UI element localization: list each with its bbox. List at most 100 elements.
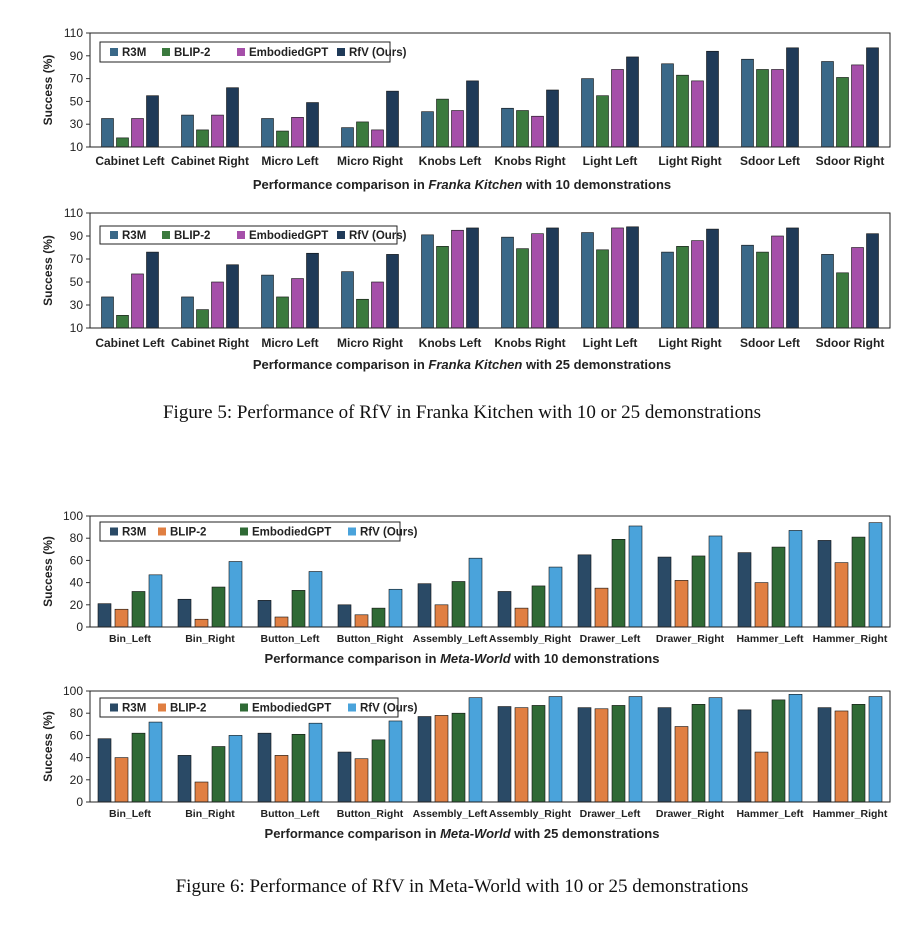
bar [274,616,289,628]
bar [371,739,386,803]
bar [611,705,626,803]
bar [114,608,129,628]
legend-label: R3M [122,47,146,59]
bar [337,751,352,803]
kitchen-25-xlabel: Performance comparison in Franka Kitchen… [252,357,672,372]
legend-box [99,225,398,245]
bar [626,226,639,329]
legend-swatch [162,48,170,56]
legend-swatch [158,703,166,712]
y-axis-label: Success (%) [41,536,55,607]
y-tick-label: 60 [70,553,84,567]
category-label: Cabinet Left [95,154,164,168]
bar [116,137,129,148]
bar [337,604,352,628]
bar [596,249,609,329]
legend-swatch [240,703,248,712]
figure-6-caption: Figure 6: Performance of RfV in Meta-Wor… [175,876,749,897]
legend-swatch [162,231,170,239]
bar [131,591,146,628]
bar [257,732,272,803]
bar [371,607,386,628]
bar [771,69,784,148]
category-label: Drawer_Right [656,633,725,645]
category-label: Cabinet Right [171,154,249,168]
bar [131,118,144,148]
bar [754,582,769,628]
bar [148,574,163,628]
category-label: Sdoor Right [816,336,885,350]
y-tick-label: 110 [64,206,83,220]
legend-label: EmbodiedGPT [249,230,328,242]
bar [211,281,224,329]
category-label: Bin_Right [185,808,235,820]
bar [834,710,849,803]
y-tick-label: 40 [70,576,84,590]
bar [577,707,592,803]
bar [261,274,274,329]
bar [308,722,323,803]
bar [657,556,672,628]
bar [181,296,194,329]
legend-label: BLIP-2 [174,230,210,242]
bar [388,588,403,628]
bar [611,69,624,148]
bar [131,732,146,803]
legend-label: BLIP-2 [170,703,206,715]
bar [451,581,466,628]
bar [674,580,689,628]
bar [756,251,769,329]
legend-label: RfV (Ours) [349,47,407,59]
bar [514,707,529,803]
legend-label: EmbodiedGPT [249,47,328,59]
bar [836,77,849,148]
bar [676,74,689,148]
bar [354,758,369,803]
legend-swatch [348,527,356,536]
bar [308,571,323,628]
y-tick-label: 20 [70,598,84,612]
category-label: Hammer_Right [813,633,888,645]
bar [101,118,114,148]
bar [754,751,769,803]
bar [737,552,752,628]
kitchen-10-plot: 10 30 50 70 90 110 Success (%) Cabinet Left Cabi… [41,26,891,168]
plot-frame [89,212,891,329]
bar [611,227,624,329]
bar [497,591,512,628]
bar [531,115,544,148]
bar [581,232,594,329]
bar [386,90,399,148]
figure-5-caption: Figure 5: Performance of RfV in Franka K… [162,402,762,423]
bar [531,233,544,329]
bar [291,117,304,148]
y-tick-label: 100 [63,684,83,698]
bar [371,281,384,329]
category-label: Sdoor Left [740,336,800,350]
metaworld-10-xlabel: Performance comparison in Meta-World wit… [264,651,660,666]
y-tick-label: 70 [70,252,84,266]
category-label: Button_Right [337,633,404,645]
legend-box [99,521,401,542]
category-label: Knobs Right [494,336,565,350]
bar [101,296,114,329]
bar [771,235,784,329]
legend-swatch [337,231,345,239]
y-tick-label: 90 [70,49,84,63]
category-label: Assembly_Right [489,808,572,820]
bar [851,704,866,803]
bar [276,296,289,329]
bar [674,726,689,803]
bar [148,721,163,803]
bar [356,298,369,329]
bar [434,715,449,803]
bar [341,127,354,148]
bar [628,525,643,628]
category-label: Cabinet Left [95,336,164,350]
bar [594,708,609,803]
category-label: Assembly_Right [489,633,572,645]
bar [501,236,514,329]
bar [114,757,129,803]
bar [226,264,239,329]
y-tick-label: 30 [70,298,84,312]
